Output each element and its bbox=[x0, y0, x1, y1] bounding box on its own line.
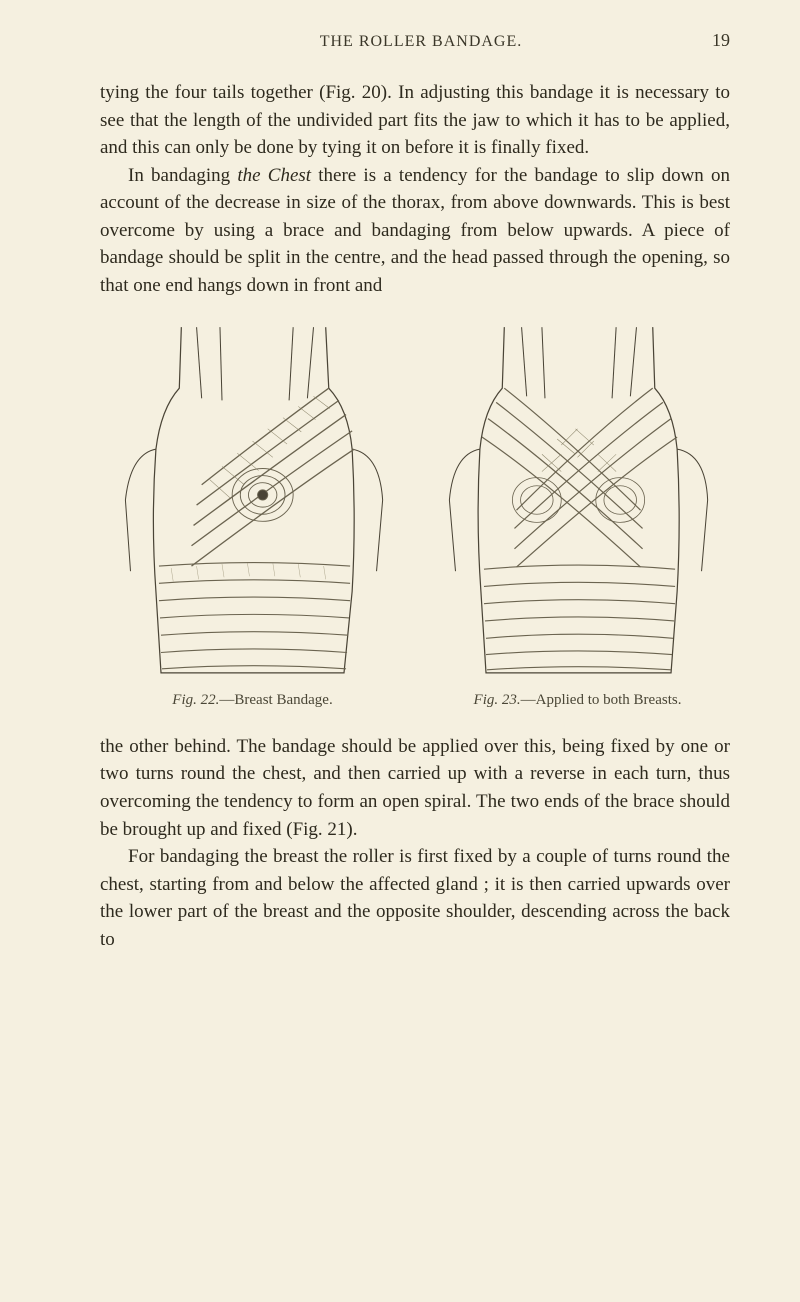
figure-22-svg bbox=[100, 317, 405, 683]
figure-22-caption: Fig. 22.—Breast Bandage. bbox=[100, 691, 405, 711]
captions-row: Fig. 22.—Breast Bandage. Fig. 23.—Applie… bbox=[100, 691, 730, 711]
paragraph-2: In bandaging the Chest there is a tenden… bbox=[100, 162, 730, 300]
para2-italic: the Chest bbox=[237, 165, 311, 186]
figure-22 bbox=[100, 317, 405, 683]
figure-23-svg bbox=[425, 317, 730, 683]
figure-23-caption: Fig. 23.—Applied to both Breasts. bbox=[425, 691, 730, 711]
fig23-label: Fig. 23. bbox=[474, 692, 521, 708]
figures-row bbox=[100, 317, 730, 683]
paragraph-1: tying the four tails together (Fig. 20).… bbox=[100, 79, 730, 162]
paragraph-3: the other behind. The bandage should be … bbox=[100, 733, 730, 843]
figure-23 bbox=[425, 317, 730, 683]
fig22-label: Fig. 22. bbox=[172, 692, 219, 708]
paragraph-4: For bandaging the breast the roller is f… bbox=[100, 843, 730, 953]
page-header: THE ROLLER BANDAGE. 19 bbox=[100, 30, 730, 51]
fig23-text: —Applied to both Breasts. bbox=[521, 692, 682, 708]
page-number: 19 bbox=[712, 30, 730, 51]
fig22-text: —Breast Bandage. bbox=[219, 692, 332, 708]
para2-lead: In bandaging bbox=[128, 165, 237, 186]
running-head: THE ROLLER BANDAGE. bbox=[130, 33, 712, 51]
